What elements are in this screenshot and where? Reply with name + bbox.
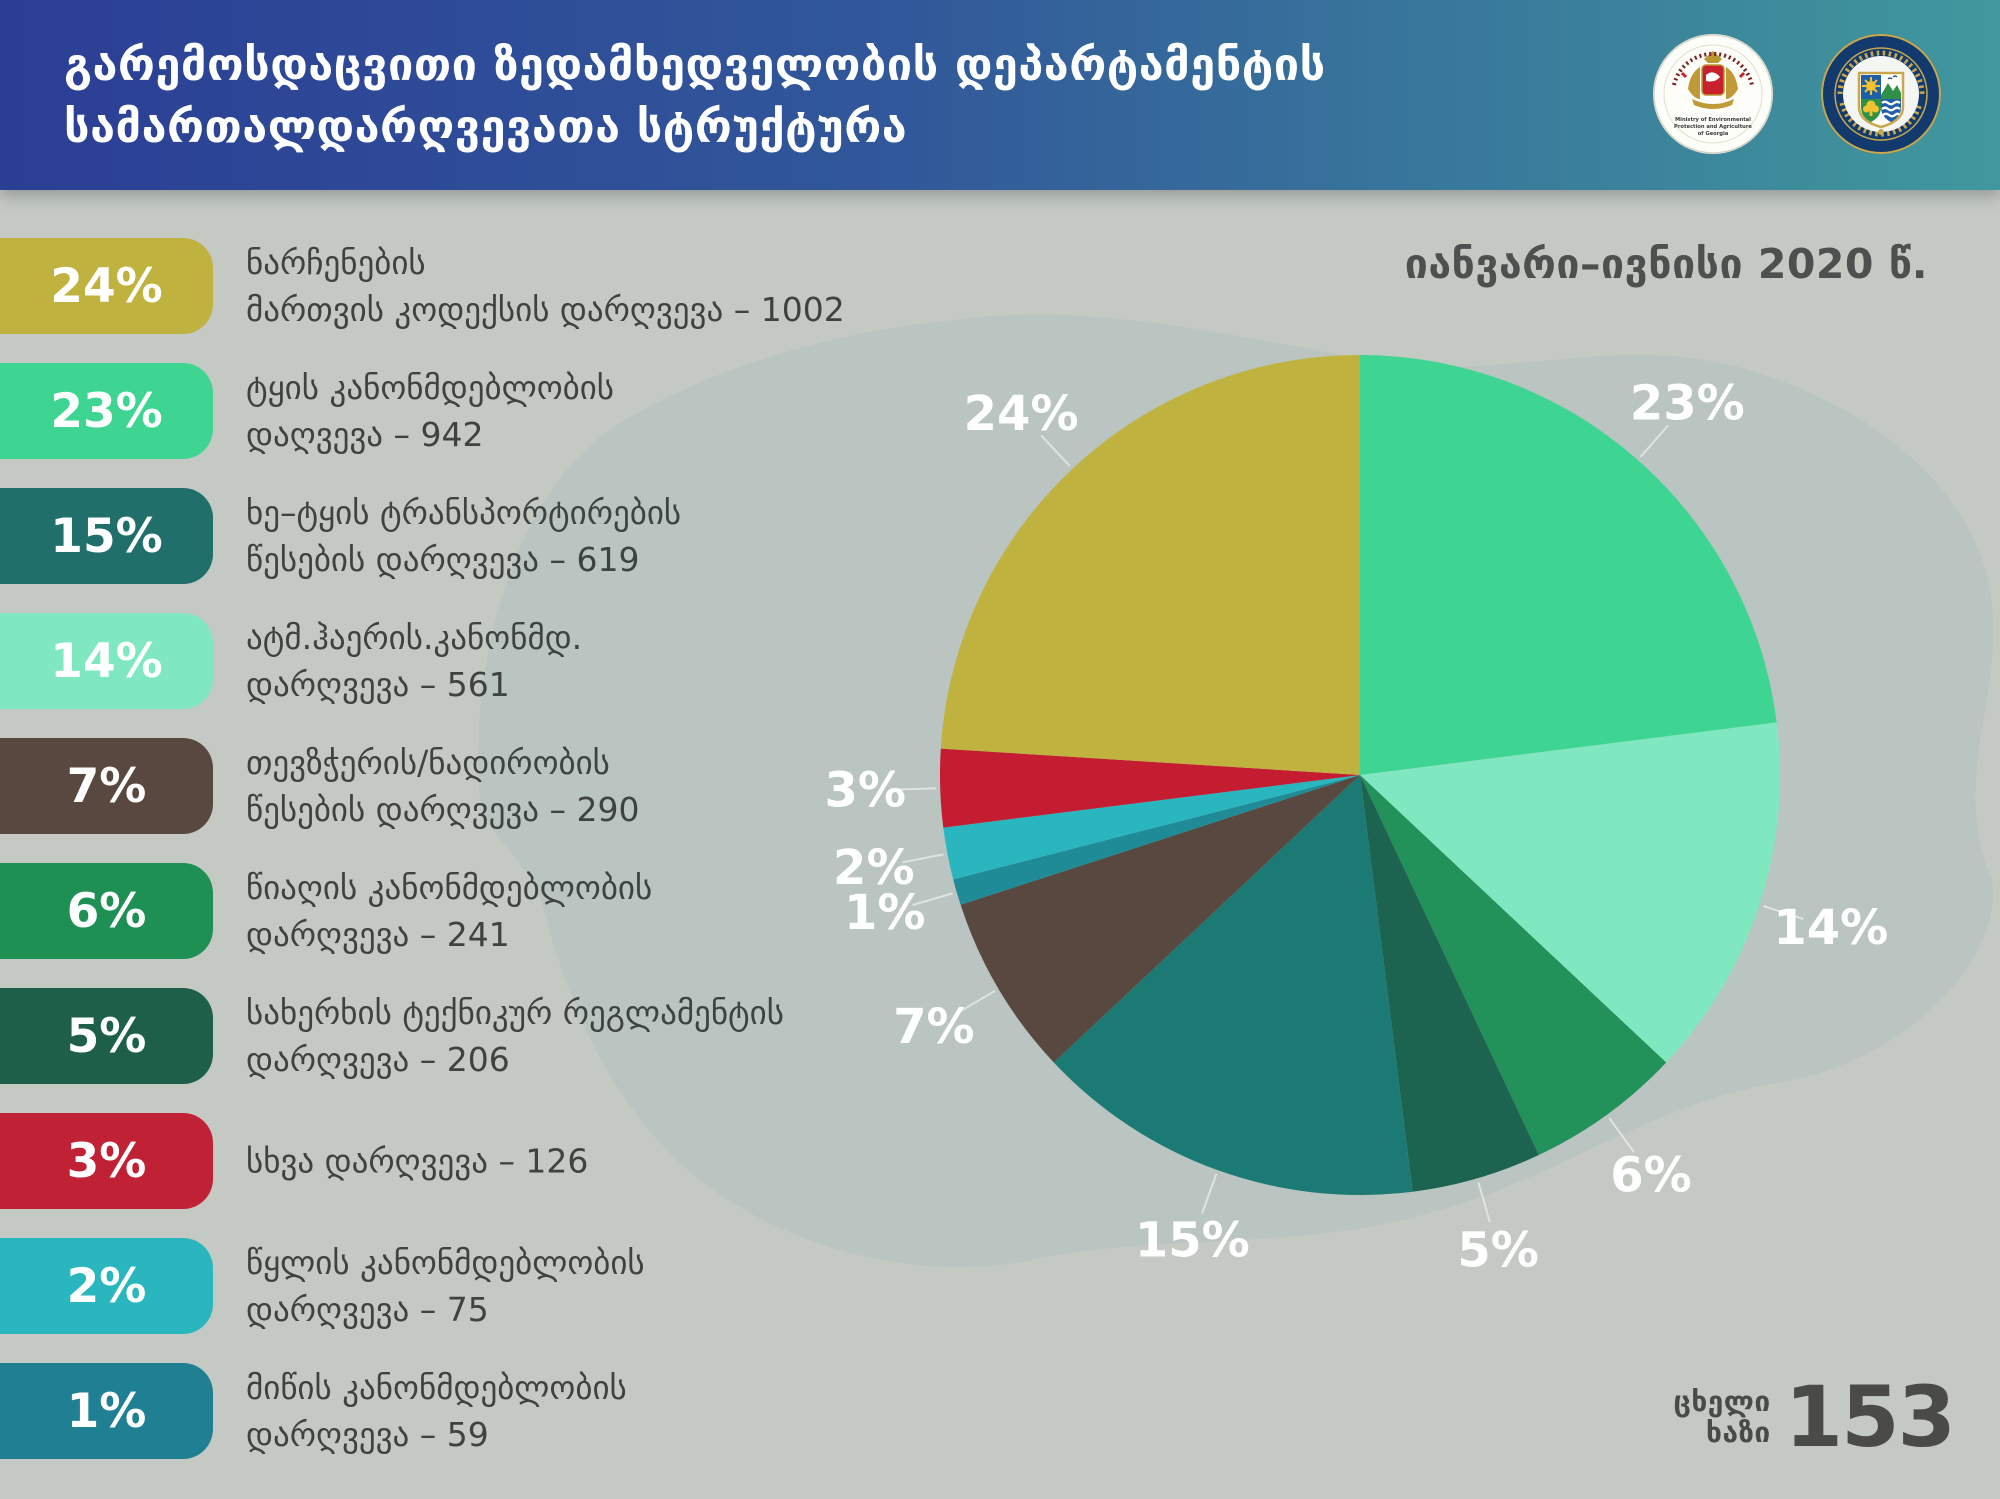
pie-label-leader-line (958, 989, 996, 1014)
pie-slice-label: 6% (1610, 1148, 1692, 1204)
page-title-line2: სამართალდარღვევათა სტრუქტურა (64, 100, 908, 153)
pie-slice-label: 24% (964, 386, 1079, 442)
legend-percent-badge: 3% (0, 1113, 213, 1209)
svg-text:Ministry of Environmental: Ministry of Environmental (1675, 117, 1751, 123)
legend: 24% ნარჩენების მართვის კოდექსის დარღვევა –… (0, 0, 845, 1499)
legend-percent-badge: 24% (0, 238, 213, 334)
pie-slice-7pct (960, 775, 1360, 1063)
period-label: იანვარი–ივნისი 2020 წ. (1404, 240, 1928, 288)
svg-text:Protection and Agriculture: Protection and Agriculture (1674, 124, 1752, 130)
pie-slice-label: 7% (893, 999, 975, 1055)
legend-percent-badge: 15% (0, 488, 213, 584)
legend-label: სახერხის ტექნიკურ რეგლამენტის დარღვევა – … (246, 993, 784, 1079)
pie-slice-2pct (943, 775, 1360, 880)
hotline-block: ცხელი ხაზი 153 (1673, 1368, 1956, 1466)
header-bar: გარემოსდაცვითი ზედამხედველობის დეპარტამე… (0, 0, 2000, 190)
legend-item: 24% ნარჩენების მართვის კოდექსის დარღვევა –… (0, 238, 845, 334)
pie-label-leader-line (1201, 1173, 1218, 1214)
legend-item: 5% სახერხის ტექნიკურ რეგლამენტის დარღვევა … (0, 988, 784, 1084)
legend-item: 1% მიწის კანონმდებლობის დარღვევა – 59 (0, 1363, 760, 1459)
pie-slice-label: 1% (844, 885, 926, 941)
legend-label: ხე–ტყის ტრანსპორტირების წესების დარღვევა … (246, 493, 682, 579)
legend-label: თევზჭერის/ნადირობის წესების დარღვევა – 29… (246, 743, 640, 829)
legend-percent-badge: 6% (0, 863, 213, 959)
legend-item: 6% წიაღის კანონმდებლობის დარღვევა – 241 (0, 863, 760, 959)
legend-item: 3% სხვა დარღვევა – 126 (0, 1113, 760, 1209)
legend-percent-badge: 5% (0, 988, 213, 1084)
logo-group: Ministry of Environmental Protection and… (1652, 33, 1942, 155)
pie-slice-23pct (1360, 355, 1777, 775)
legend-label: მიწის კანონმდებლობის დარღვევა – 59 (246, 1368, 627, 1454)
legend-percent-text: 23% (50, 383, 163, 439)
pie-slice-6pct (1360, 775, 1667, 1155)
legend-percent-badge: 14% (0, 613, 213, 709)
environmental-supervision-department-seal-icon (1821, 34, 1941, 154)
pie-label-leader-line (1639, 424, 1669, 458)
hotline-label: ცხელი ხაზი (1673, 1386, 1770, 1448)
pie-slice-label: 15% (1135, 1213, 1250, 1269)
legend-percent-text: 5% (66, 1008, 147, 1064)
legend-label: წიაღის კანონმდებლობის დარღვევა – 241 (246, 868, 653, 954)
legend-percent-text: 3% (66, 1133, 147, 1189)
legend-item: 2% წყლის კანონმდებლობის დარღვევა – 75 (0, 1238, 760, 1334)
ministry-seal-icon: Ministry of Environmental Protection and… (1653, 34, 1773, 154)
pie-slice-label: 5% (1457, 1222, 1539, 1278)
legend-item: 15% ხე–ტყის ტრანსპორტირების წესების დარღვე… (0, 488, 760, 584)
hotline-number: 153 (1784, 1368, 1956, 1466)
legend-label: ნარჩენების მართვის კოდექსის დარღვევა – 10… (246, 243, 845, 329)
pie-slice-15pct (1053, 775, 1413, 1196)
legend-percent-text: 24% (50, 258, 163, 314)
pie-label-leader-line (1762, 905, 1804, 920)
legend-item: 14% ატმ.ჰაერის.კანონმდ. დარღვევა – 561 (0, 613, 760, 709)
pie-label-leader-line (902, 853, 944, 864)
svg-text:of Georgia: of Georgia (1698, 131, 1729, 137)
legend-percent-text: 6% (66, 883, 147, 939)
page-title: გარემოსდაცვითი ზედამხედველობის დეპარტამე… (64, 34, 1326, 158)
legend-item: 7% თევზჭერის/ნადირობის წესების დარღვევა – … (0, 738, 760, 834)
legend-label: სხვა დარღვევა – 126 (246, 1141, 589, 1181)
page-title-line1: გარემოსდაცვითი ზედამხედველობის დეპარტამე… (64, 38, 1326, 91)
pie-label-leader-line (1040, 434, 1071, 467)
legend-percent-text: 7% (66, 758, 147, 814)
legend-label: ატმ.ჰაერის.კანონმდ. დარღვევა – 561 (246, 618, 583, 704)
pie-chart: 23% 14% 6% 5% 15% 7% 1%2% 3% 24% (824, 354, 1888, 1278)
pie-label-leader-line (894, 787, 937, 791)
pie-slice-label: 3% (824, 763, 906, 819)
pie-slice-24pct (940, 354, 1360, 775)
pie-slice-label: 14% (1773, 900, 1888, 956)
pie-label-leader-line (912, 892, 954, 906)
pie-slice-14pct (1360, 722, 1781, 1063)
hotline-label-line2: ხაზი (1706, 1416, 1771, 1449)
legend-percent-badge: 2% (0, 1238, 213, 1334)
legend-label: წყლის კანონმდებლობის დარღვევა – 75 (246, 1243, 645, 1329)
pie-slice-5pct (1360, 775, 1539, 1192)
legend-percent-text: 1% (66, 1383, 147, 1439)
legend-percent-text: 14% (50, 633, 163, 689)
legend-percent-text: 2% (66, 1258, 147, 1314)
legend-percent-badge: 23% (0, 363, 213, 459)
pie-slice-label: 2% (833, 840, 915, 896)
legend-label: ტყის კანონმდებლობის დაღვევა – 942 (246, 368, 615, 454)
hotline-label-line1: ცხელი (1673, 1385, 1771, 1418)
pie-slice-label: 23% (1630, 376, 1745, 432)
pie-label-leader-line (1477, 1181, 1491, 1223)
legend-percent-badge: 7% (0, 738, 213, 834)
legend-percent-badge: 1% (0, 1363, 213, 1459)
pie-slice-1pct (953, 775, 1360, 905)
pie-slice-3pct (939, 748, 1360, 828)
pie-label-leader-line (1608, 1117, 1635, 1153)
legend-item: 23% ტყის კანონმდებლობის დაღვევა – 942 (0, 363, 760, 459)
legend-percent-text: 15% (50, 508, 163, 564)
